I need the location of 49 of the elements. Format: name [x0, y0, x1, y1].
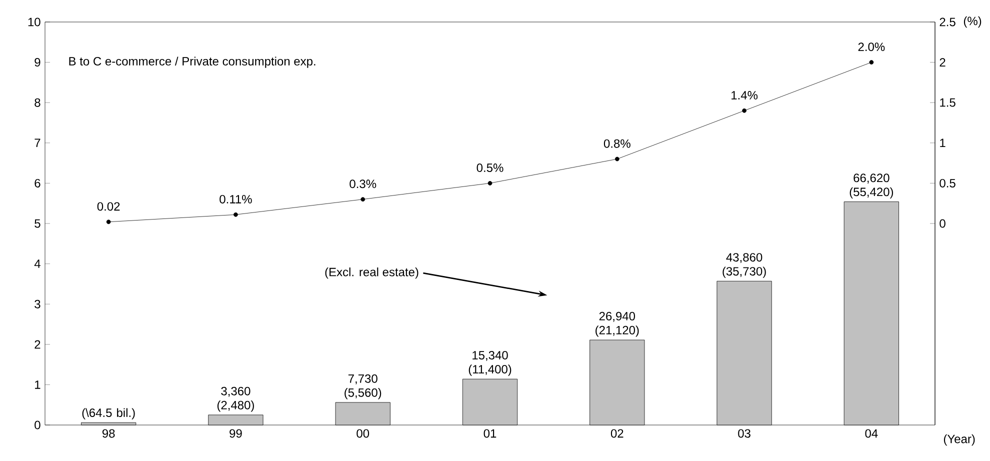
x-tick-label: 02 — [610, 429, 624, 438]
x-tick-label: 01 — [484, 429, 496, 438]
y-tick-label: 1 — [35, 380, 40, 389]
y-tick-label: 6 — [34, 178, 40, 188]
y-tick-label: 10 — [28, 18, 40, 26]
y2-tick-label: 2.5 — [940, 18, 956, 26]
x-axis-title: (Year) — [944, 434, 975, 446]
y-tick-label: 4 — [34, 260, 40, 268]
annotation: 15,340 (11,400) — [468, 351, 512, 376]
y2-axis-title: (%) — [964, 16, 982, 28]
point — [234, 212, 238, 217]
y2-tick-label: 2 — [940, 58, 946, 66]
data-label: 0.11% — [220, 194, 252, 204]
y2-tick-label: 1.5 — [940, 98, 956, 107]
annotation: 7,730 (5,560) — [344, 374, 382, 400]
x-tick-label: 00 — [356, 429, 370, 438]
data-label: 0.5% — [476, 164, 504, 172]
y-tick-label: 9 — [34, 58, 40, 67]
annotation: 3,360 (2,480) — [217, 386, 254, 412]
x-tick-label: 04 — [865, 429, 878, 438]
y-tick-label: 3 — [34, 300, 40, 308]
point — [869, 60, 874, 64]
data-label: 0.02 — [97, 202, 120, 211]
y2-tick-label: 1 — [940, 138, 946, 148]
annotation: (\64.5 bil.) — [82, 408, 135, 420]
point — [360, 197, 366, 202]
point — [742, 108, 746, 113]
x-tick-label: 98 — [102, 429, 115, 438]
y2-tick-label: 0.5 — [940, 178, 956, 188]
data-label: 1.4% — [732, 91, 758, 100]
annotation: 66,620 (55,420) — [850, 174, 894, 199]
point — [106, 220, 111, 224]
y-tick-label: 5 — [34, 219, 40, 228]
point — [488, 181, 492, 186]
data-label: 2.0% — [858, 42, 885, 52]
annotation: 26,940 (21,120) — [596, 312, 639, 337]
x-tick-label: 99 — [230, 429, 242, 438]
x-tick-label: 03 — [738, 429, 750, 438]
data-label: 0.8% — [604, 139, 630, 148]
annotation: 43,860 (35,730) — [722, 253, 766, 278]
point — [614, 156, 620, 162]
y2-tick-label: 0 — [940, 219, 946, 228]
y-tick-label: 8 — [34, 98, 40, 107]
data-label: 0.3% — [350, 180, 376, 188]
annotation: (Excl. real estate) — [325, 267, 418, 279]
annotation: B to C e-commerce / Private consumption exp. — [69, 56, 316, 68]
y-tick-label: 7 — [34, 138, 40, 148]
y-tick-label: 0 — [34, 420, 40, 430]
y-tick-label: 2 — [34, 340, 40, 349]
